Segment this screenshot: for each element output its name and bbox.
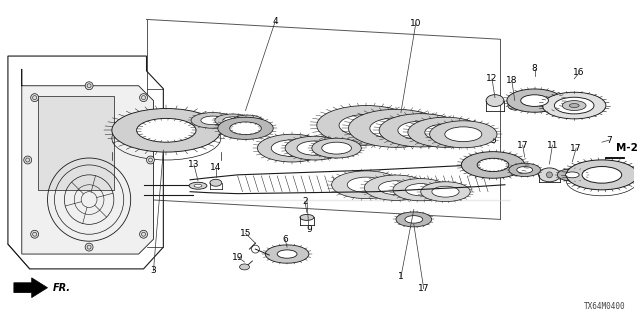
Ellipse shape [364, 175, 428, 200]
Ellipse shape [233, 115, 262, 126]
Text: 2: 2 [302, 197, 308, 206]
Ellipse shape [486, 95, 504, 107]
Ellipse shape [543, 92, 606, 119]
Ellipse shape [566, 160, 637, 190]
Text: 12: 12 [486, 74, 498, 83]
Ellipse shape [297, 141, 333, 155]
Ellipse shape [370, 118, 422, 139]
Text: 9: 9 [306, 225, 312, 234]
Text: 17: 17 [418, 284, 429, 293]
Text: 13: 13 [188, 160, 200, 170]
Ellipse shape [348, 177, 385, 192]
Circle shape [140, 94, 147, 101]
Ellipse shape [339, 115, 394, 136]
Ellipse shape [396, 212, 431, 227]
Circle shape [31, 94, 38, 101]
Circle shape [31, 230, 38, 238]
Text: 19: 19 [232, 252, 243, 261]
Text: 17: 17 [570, 144, 582, 153]
Text: 4: 4 [273, 17, 278, 26]
Text: 14: 14 [210, 164, 221, 172]
Ellipse shape [569, 104, 579, 108]
Ellipse shape [393, 179, 449, 201]
Ellipse shape [348, 109, 444, 147]
Text: 10: 10 [410, 19, 422, 28]
Text: 1: 1 [398, 272, 404, 281]
Ellipse shape [332, 171, 401, 199]
Ellipse shape [215, 114, 250, 127]
Ellipse shape [210, 179, 221, 186]
Ellipse shape [557, 169, 587, 181]
Ellipse shape [461, 152, 525, 178]
Ellipse shape [406, 184, 436, 196]
Text: 6: 6 [282, 235, 288, 244]
Text: 8: 8 [532, 64, 538, 73]
Ellipse shape [445, 127, 482, 142]
Circle shape [85, 243, 93, 251]
Text: 17: 17 [517, 141, 529, 150]
Text: 5: 5 [490, 136, 496, 145]
Text: 11: 11 [547, 141, 558, 150]
Circle shape [24, 156, 31, 164]
Ellipse shape [563, 100, 586, 110]
Text: M-2: M-2 [616, 143, 637, 153]
Text: 7: 7 [606, 136, 612, 145]
Circle shape [147, 156, 154, 164]
Text: 16: 16 [573, 68, 585, 77]
Ellipse shape [508, 101, 522, 110]
Text: FR.: FR. [52, 283, 70, 293]
Ellipse shape [554, 97, 594, 114]
Text: TX64M0400: TX64M0400 [584, 302, 626, 311]
Ellipse shape [379, 181, 413, 195]
Ellipse shape [189, 182, 207, 189]
Ellipse shape [266, 245, 309, 263]
Ellipse shape [322, 142, 351, 154]
Text: 3: 3 [150, 266, 156, 276]
Ellipse shape [285, 136, 344, 160]
Ellipse shape [191, 113, 235, 128]
Ellipse shape [194, 184, 202, 187]
Ellipse shape [509, 163, 541, 177]
Ellipse shape [507, 89, 563, 112]
Ellipse shape [408, 117, 483, 147]
Ellipse shape [257, 134, 326, 162]
Ellipse shape [239, 264, 250, 270]
Ellipse shape [230, 122, 261, 135]
Ellipse shape [271, 140, 313, 156]
Ellipse shape [582, 166, 621, 183]
Polygon shape [14, 278, 47, 298]
Ellipse shape [300, 214, 314, 220]
Ellipse shape [312, 138, 362, 158]
Polygon shape [22, 69, 154, 254]
Ellipse shape [521, 95, 548, 107]
Circle shape [140, 230, 147, 238]
Ellipse shape [398, 121, 444, 140]
Circle shape [85, 82, 93, 90]
Ellipse shape [565, 172, 579, 178]
Circle shape [547, 172, 552, 178]
Ellipse shape [112, 108, 221, 152]
Ellipse shape [429, 121, 497, 148]
Ellipse shape [201, 116, 225, 125]
Ellipse shape [432, 186, 459, 197]
Ellipse shape [538, 168, 561, 182]
Ellipse shape [317, 106, 416, 145]
Polygon shape [38, 96, 114, 190]
Ellipse shape [405, 216, 422, 223]
Ellipse shape [379, 114, 462, 147]
Ellipse shape [420, 182, 470, 202]
Ellipse shape [218, 117, 273, 140]
Text: 15: 15 [240, 229, 252, 238]
Ellipse shape [477, 158, 509, 172]
Ellipse shape [136, 118, 196, 142]
Ellipse shape [223, 117, 243, 124]
Ellipse shape [277, 250, 297, 258]
Text: 18: 18 [506, 76, 518, 85]
Ellipse shape [425, 124, 466, 140]
Ellipse shape [239, 117, 255, 123]
Ellipse shape [516, 167, 532, 173]
